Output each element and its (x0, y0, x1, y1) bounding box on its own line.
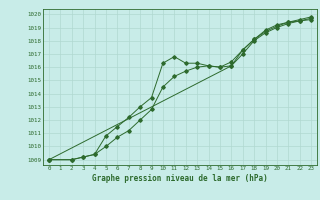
X-axis label: Graphe pression niveau de la mer (hPa): Graphe pression niveau de la mer (hPa) (92, 174, 268, 183)
